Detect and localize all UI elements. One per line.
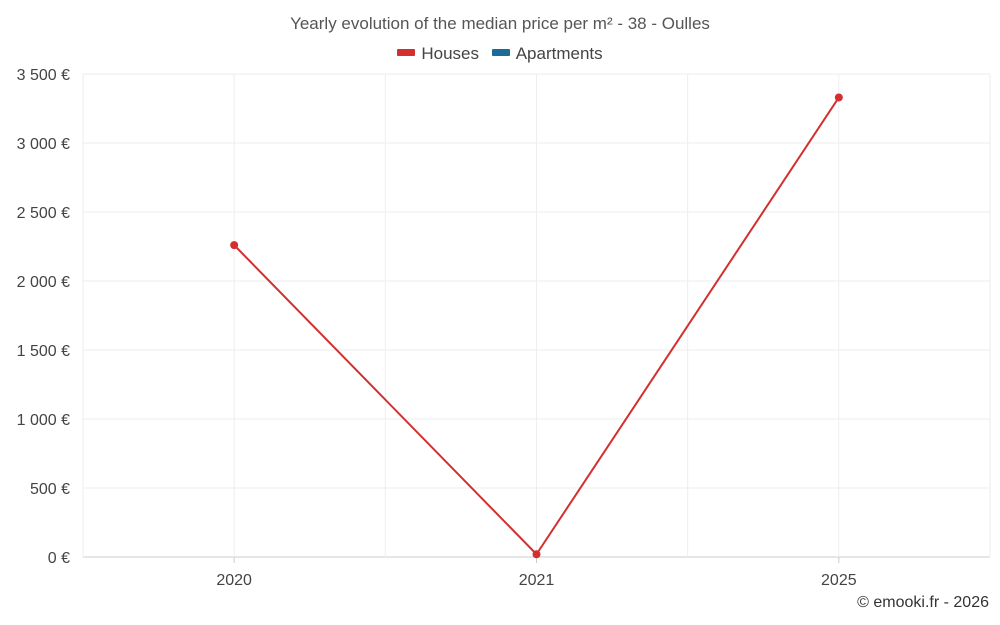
x-tick-label: 2025 xyxy=(821,572,857,589)
y-tick-label: 1 000 € xyxy=(17,412,70,429)
data-point-houses xyxy=(230,241,239,250)
legend-item-houses[interactable]: Houses xyxy=(397,44,479,64)
x-tick-label: 2020 xyxy=(216,572,252,589)
y-tick-label: 0 € xyxy=(48,550,70,567)
copyright-text: © emooki.fr - 2026 xyxy=(857,594,989,611)
y-tick-label: 2 500 € xyxy=(17,205,70,222)
x-tick-label: 2021 xyxy=(519,572,555,589)
y-tick-label: 1 500 € xyxy=(17,343,70,360)
y-tick-label: 500 € xyxy=(30,481,70,498)
legend-swatch-houses xyxy=(397,49,416,57)
legend-swatch-apartments xyxy=(491,49,510,57)
y-tick-label: 3 000 € xyxy=(17,136,70,153)
chart-title: Yearly evolution of the median price per… xyxy=(290,14,710,33)
y-tick-label: 2 000 € xyxy=(17,274,70,291)
legend-label-apartments: Apartments xyxy=(515,44,603,63)
data-point-houses xyxy=(834,93,843,102)
legend-label-houses: Houses xyxy=(421,44,479,63)
legend-item-apartments[interactable]: Apartments xyxy=(491,44,603,64)
legend: Houses Apartments xyxy=(0,44,1000,64)
data-point-houses xyxy=(532,550,541,559)
y-tick-label: 3 500 € xyxy=(17,67,70,84)
